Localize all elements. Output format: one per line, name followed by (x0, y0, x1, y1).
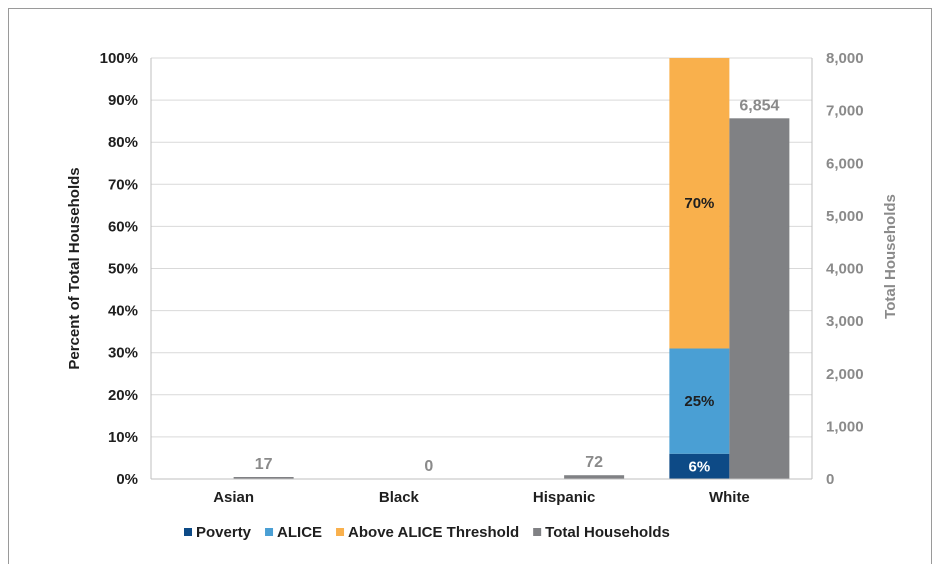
axes: 0% 10% 20% 30% 40% 50% 60% 70% 80% 90% 100% 0 1,000 2… (66, 50, 899, 506)
y-right-tick-label: 7,000 (826, 103, 864, 120)
legend-label: ALICE (277, 524, 322, 541)
legend-swatch (265, 528, 274, 536)
data-label: 70% (684, 195, 714, 212)
y-left-tick-label: 30% (108, 345, 138, 362)
total-households-label: 72 (585, 454, 603, 471)
y-right-tick-label: 2,000 (826, 366, 864, 383)
y-right-tick-label: 6,000 (826, 155, 864, 172)
x-category-label: Hispanic (533, 489, 596, 506)
legend: Poverty ALICE Above ALICE Threshold Total H… (184, 524, 670, 541)
total-households-label: 0 (424, 458, 433, 475)
y-right-tick-label: 8,000 (826, 50, 864, 67)
chart-frame (8, 8, 932, 564)
data-label: 6% (689, 458, 711, 475)
total-households-label: 17 (255, 456, 273, 473)
y-left-tick-label: 50% (108, 261, 138, 278)
bar-poverty (669, 453, 730, 479)
y-left-tick-label: 20% (108, 387, 138, 404)
bar-total-households (564, 475, 625, 479)
y-right-axis-title: Total Households (882, 194, 899, 319)
legend-label: Above ALICE Threshold (348, 524, 519, 541)
x-category-label: White (709, 489, 750, 506)
y-right-tick-label: 1,000 (826, 418, 864, 435)
y-left-tick-label: 90% (108, 92, 138, 109)
legend-swatch (336, 528, 345, 536)
legend-swatch (184, 528, 192, 536)
y-left-tick-label: 10% (108, 429, 138, 446)
data-labels: 17 0 72 6% 25% 70% 6,854 (255, 97, 780, 475)
total-households-label: 6,854 (739, 97, 779, 114)
bar-total-households (729, 118, 790, 479)
legend-label: Total Households (545, 524, 670, 541)
x-category-label: Asian (213, 489, 254, 506)
y-right-tick-label: 5,000 (826, 208, 864, 225)
legend-label: Poverty (196, 524, 252, 541)
bar-alice (669, 348, 730, 454)
y-left-tick-label: 60% (108, 218, 138, 235)
y-left-tick-label: 70% (108, 176, 138, 193)
y-left-tick-label: 100% (100, 50, 138, 67)
y-right-tick-label: 0 (826, 471, 834, 488)
y-right-tick-label: 3,000 (826, 313, 864, 330)
y-left-tick-label: 40% (108, 303, 138, 320)
bar-total-households (233, 477, 294, 479)
y-right-tick-label: 4,000 (826, 261, 864, 278)
y-left-tick-label: 80% (108, 134, 138, 151)
legend-swatch (533, 528, 542, 536)
data-label: 25% (684, 393, 714, 410)
bar-above-alice-threshold (669, 58, 730, 349)
bars (233, 58, 790, 479)
y-left-axis-title: Percent of Total Households (66, 167, 83, 369)
y-left-tick-label: 0% (116, 471, 138, 488)
x-category-label: Black (379, 489, 420, 506)
